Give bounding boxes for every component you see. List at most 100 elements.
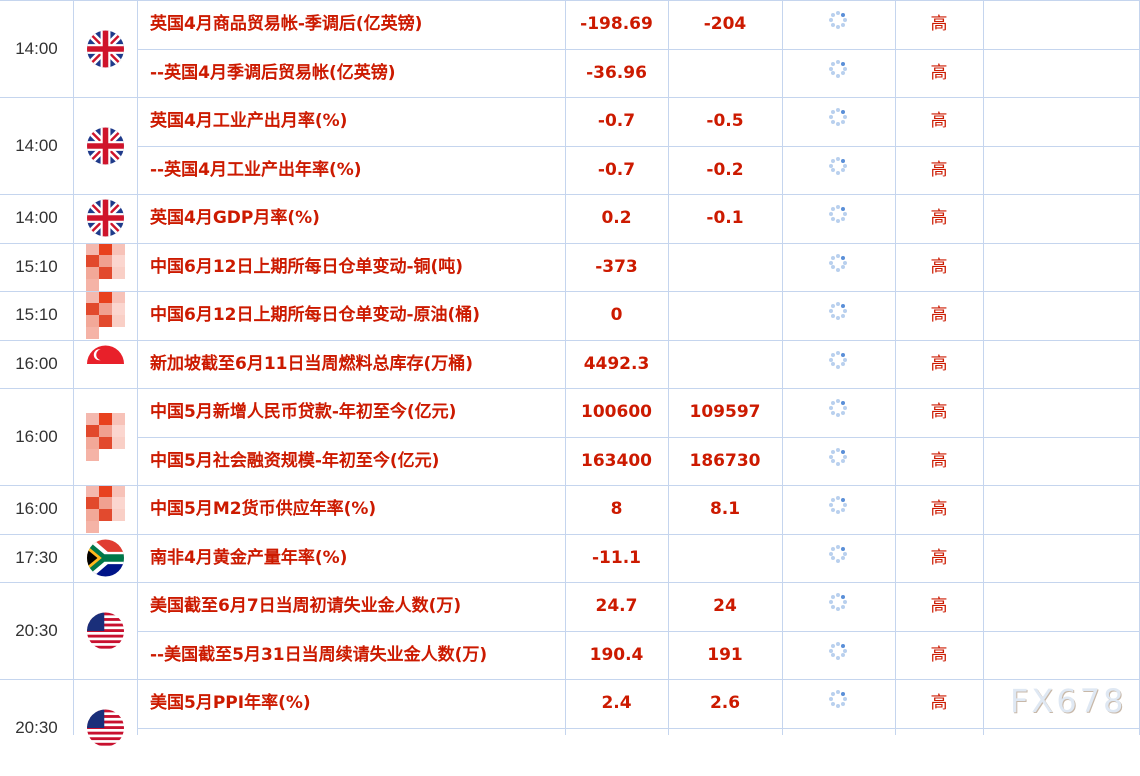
loading-spinner-icon (828, 398, 848, 418)
us-flag-icon (87, 612, 124, 649)
importance-level: 高 (930, 256, 948, 277)
row-divider (0, 388, 1140, 389)
event-time: 14:00 (15, 135, 58, 155)
importance-level: 高 (930, 159, 948, 180)
event-time: 15:10 (15, 305, 58, 325)
event-time: 14:00 (15, 38, 58, 58)
event-name[interactable]: 中国5月M2货币供应年率(%) (150, 499, 377, 519)
event-time: 15:10 (15, 256, 58, 276)
importance-level: 高 (930, 208, 948, 228)
loading-spinner-icon (828, 10, 848, 30)
previous-value: -36.96 (586, 62, 647, 83)
loading-spinner-icon (828, 253, 848, 273)
event-name[interactable]: 中国6月12日上期所每日仓单变动-铜(吨) (150, 256, 464, 277)
event-time: 16:00 (15, 353, 58, 373)
row-divider (0, 194, 1140, 195)
china-flag-blurred-icon (86, 285, 126, 345)
importance-level: 高 (930, 305, 948, 325)
row-divider (137, 49, 1140, 50)
previous-value: 2.4 (601, 693, 632, 713)
event-name[interactable]: --美国截至5月31日当周续请失业金人数(万) (150, 644, 488, 665)
event-name[interactable]: 英国4月商品贸易帐-季调后(亿英镑) (150, 14, 423, 34)
us-flag-icon (87, 709, 124, 746)
event-name[interactable]: 新加坡截至6月11日当周燃料总库存(万桶) (150, 353, 474, 374)
event-name[interactable]: --英国4月季调后贸易帐(亿英镑) (150, 62, 396, 83)
event-name[interactable]: 中国5月新增人民币贷款-年初至今(亿元) (150, 402, 457, 422)
previous-value: 163400 (581, 450, 652, 471)
loading-spinner-icon (828, 107, 848, 127)
china-flag-blurred-icon (86, 407, 126, 467)
uk-flag-icon (87, 127, 124, 164)
previous-value: 0.2 (601, 208, 632, 228)
event-time: 16:00 (15, 499, 58, 519)
importance-level: 高 (930, 111, 948, 131)
event-name[interactable]: --英国4月工业产出年率(%) (150, 159, 362, 180)
importance-level: 高 (930, 14, 948, 34)
previous-value: 24.7 (595, 596, 638, 616)
loading-spinner-icon (828, 495, 848, 515)
watermark: FX678 (1010, 682, 1127, 720)
previous-value: -11.1 (592, 547, 641, 568)
forecast-value (668, 49, 782, 97)
row-divider (0, 97, 1140, 98)
forecast-value: 2.6 (709, 693, 741, 713)
previous-value: 8 (610, 499, 623, 519)
forecast-value (668, 340, 782, 388)
event-name[interactable]: 南非4月黄金产量年率(%) (150, 547, 348, 568)
previous-value: -0.7 (597, 159, 636, 180)
importance-level: 高 (930, 499, 948, 519)
economic-calendar-table: 14:00 英国4月商品贸易帐-季调后(亿英镑) -198.69 -204 高 --英国4… (0, 0, 1140, 746)
row-divider (137, 728, 1140, 729)
column-divider (895, 0, 896, 735)
column-divider (137, 0, 138, 735)
event-name[interactable]: 中国6月12日上期所每日仓单变动-原油(桶) (150, 305, 481, 325)
row-divider (0, 291, 1140, 292)
forecast-value: -0.2 (706, 159, 744, 180)
loading-spinner-icon (828, 592, 848, 612)
row-divider (0, 485, 1140, 486)
forecast-value (668, 291, 782, 339)
column-divider (983, 0, 984, 735)
loading-spinner-icon (828, 204, 848, 224)
previous-value: -198.69 (580, 14, 653, 34)
row-divider (0, 243, 1140, 244)
row-divider (0, 534, 1140, 535)
importance-level: 高 (930, 596, 948, 616)
importance-level: 高 (930, 693, 948, 713)
china-flag-blurred-icon (86, 479, 126, 539)
row-divider (137, 631, 1140, 632)
loading-spinner-icon (828, 544, 848, 564)
previous-value: -373 (595, 256, 638, 277)
forecast-value: -0.5 (706, 111, 744, 131)
column-divider (73, 0, 74, 735)
uk-flag-icon (87, 30, 124, 67)
event-name[interactable]: 英国4月工业产出月率(%) (150, 111, 348, 131)
importance-level: 高 (930, 402, 948, 422)
loading-spinner-icon (828, 641, 848, 661)
row-divider (137, 437, 1140, 438)
forecast-value: 8.1 (709, 499, 741, 519)
column-divider (782, 0, 783, 735)
row-divider (0, 340, 1140, 341)
event-name[interactable]: 美国截至6月7日当周初请失业金人数(万) (150, 596, 462, 616)
south-africa-flag-icon (87, 539, 124, 577)
event-time: 16:00 (15, 426, 58, 446)
previous-value: 190.4 (589, 644, 644, 665)
event-name[interactable]: 美国5月PPI年率(%) (150, 693, 311, 713)
loading-spinner-icon (828, 301, 848, 321)
forecast-value: -204 (703, 14, 747, 34)
previous-value: -0.7 (597, 111, 636, 131)
forecast-value: 191 (707, 644, 743, 665)
previous-value: 4492.3 (583, 353, 650, 374)
forecast-value: 186730 (689, 450, 761, 471)
loading-spinner-icon (828, 59, 848, 79)
importance-level: 高 (930, 547, 948, 568)
event-name[interactable]: 英国4月GDP月率(%) (150, 208, 320, 228)
event-name[interactable]: 中国5月社会融资规模-年初至今(亿元) (150, 450, 440, 471)
column-divider (565, 0, 566, 735)
event-time: 20:30 (15, 717, 58, 737)
forecast-value: -0.1 (706, 208, 744, 228)
row-divider (0, 0, 1140, 1)
importance-level: 高 (930, 450, 948, 471)
forecast-value: 109597 (689, 402, 761, 422)
